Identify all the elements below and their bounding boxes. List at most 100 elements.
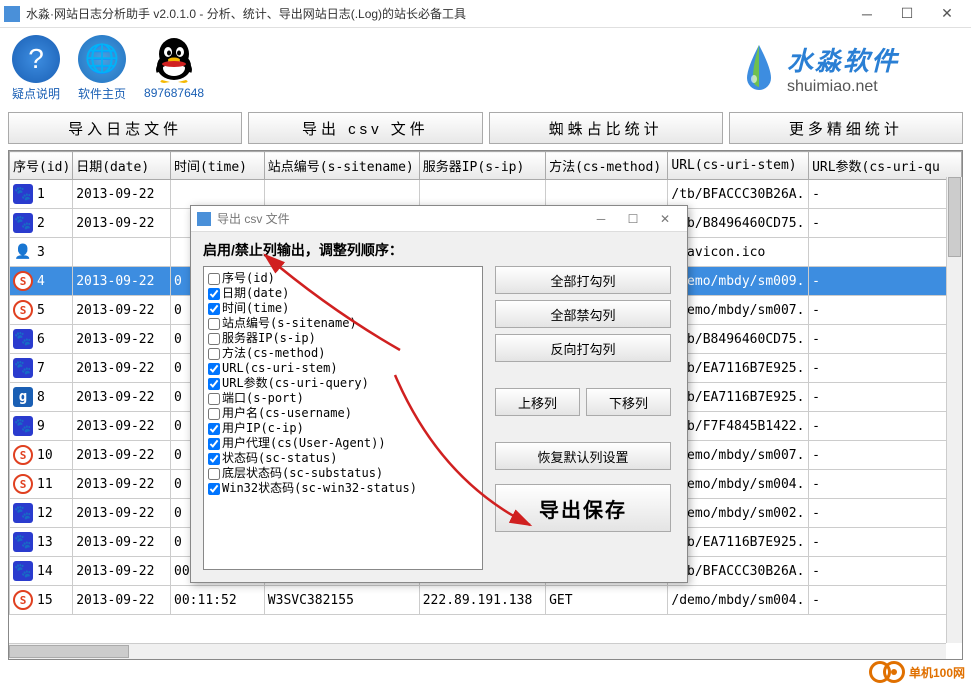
column-checklist[interactable]: 序号(id)日期(date)时间(time)站点编号(s-sitename)服务… [203, 266, 483, 570]
vertical-scrollbar[interactable] [946, 177, 962, 643]
checklist-item[interactable]: 用户IP(c-ip) [208, 421, 478, 436]
sogou-icon [13, 474, 33, 494]
dialog-close-button[interactable]: ✕ [649, 208, 681, 230]
checklist-item[interactable]: 方法(cs-method) [208, 346, 478, 361]
checklist-item[interactable]: 服务器IP(s-ip) [208, 331, 478, 346]
vscroll-thumb[interactable] [948, 177, 961, 257]
invert-check-button[interactable]: 反向打勾列 [495, 334, 671, 362]
row-id: 3 [37, 245, 45, 260]
column-checkbox[interactable] [208, 423, 220, 435]
export-save-button[interactable]: 导出保存 [495, 484, 671, 532]
checklist-item[interactable]: 日期(date) [208, 286, 478, 301]
column-label: 端口(s-port) [222, 391, 304, 406]
column-checkbox[interactable] [208, 273, 220, 285]
col-id[interactable]: 序号(id) [10, 152, 73, 180]
row-date: 2013-09-22 [73, 180, 171, 209]
close-button[interactable]: ✕ [927, 1, 967, 27]
dialog-heading: 启用/禁止列输出，调整列顺序： [203, 240, 675, 260]
row-date: 2013-09-22 [73, 209, 171, 238]
row-url: /demo/mbdy/sm004. [668, 586, 809, 615]
column-checkbox[interactable] [208, 378, 220, 390]
baidu-icon [13, 532, 33, 552]
dialog-maximize-button[interactable]: ☐ [617, 208, 649, 230]
row-query: - [809, 296, 962, 325]
checklist-item[interactable]: 用户名(cs-username) [208, 406, 478, 421]
detail-stats-button[interactable]: 更多精细统计 [729, 112, 963, 144]
checklist-item[interactable]: 端口(s-port) [208, 391, 478, 406]
table-row[interactable]: 152013-09-2200:11:52W3SVC382155222.89.19… [10, 586, 962, 615]
column-checkbox[interactable] [208, 318, 220, 330]
col-time[interactable]: 时间(time) [171, 152, 265, 180]
row-id: 5 [37, 303, 45, 318]
watermark-icon [869, 661, 905, 683]
sogou-icon [13, 300, 33, 320]
horizontal-scrollbar[interactable] [9, 643, 946, 659]
home-button[interactable]: 🌐 软件主页 [78, 35, 126, 102]
checklist-item[interactable]: URL参数(cs-uri-query) [208, 376, 478, 391]
row-query: - [809, 499, 962, 528]
row-url: /demo/mbdy/sm009. [668, 267, 809, 296]
row-query: - [809, 209, 962, 238]
checklist-item[interactable]: 状态码(sc-status) [208, 451, 478, 466]
check-all-button[interactable]: 全部打勾列 [495, 266, 671, 294]
move-up-button[interactable]: 上移列 [495, 388, 580, 416]
column-checkbox[interactable] [208, 438, 220, 450]
uncheck-all-button[interactable]: 全部禁勾列 [495, 300, 671, 328]
col-sip[interactable]: 服务器IP(s-ip) [419, 152, 545, 180]
sogou-icon [13, 271, 33, 291]
row-query: - [809, 354, 962, 383]
column-checkbox[interactable] [208, 468, 220, 480]
baidu-icon [13, 184, 33, 204]
watermark: 单机100网 [869, 661, 965, 683]
column-checkbox[interactable] [208, 288, 220, 300]
help-button[interactable]: ? 疑点说明 [12, 35, 60, 102]
main-buttons: 导入日志文件 导出 csv 文件 蜘蛛占比统计 更多精细统计 [0, 108, 971, 148]
column-label: 站点编号(s-sitename) [222, 316, 357, 331]
checklist-item[interactable]: 站点编号(s-sitename) [208, 316, 478, 331]
import-log-button[interactable]: 导入日志文件 [8, 112, 242, 144]
help-icon: ? [12, 35, 60, 83]
qq-button[interactable]: 897687648 [144, 36, 204, 100]
col-date[interactable]: 日期(date) [73, 152, 171, 180]
spider-stats-button[interactable]: 蜘蛛占比统计 [489, 112, 723, 144]
checklist-item[interactable]: 序号(id) [208, 271, 478, 286]
row-date: 2013-09-22 [73, 499, 171, 528]
column-checkbox[interactable] [208, 483, 220, 495]
column-checkbox[interactable] [208, 393, 220, 405]
col-uriquery[interactable]: URL参数(cs-uri-qu [809, 152, 962, 180]
row-url: /demo/mbdy/sm007. [668, 296, 809, 325]
brand-logo: 水淼软件 shuimiao.net [739, 41, 899, 96]
hscroll-thumb[interactable] [9, 645, 129, 658]
col-method[interactable]: 方法(cs-method) [546, 152, 668, 180]
row-url: /demo/mbdy/sm004. [668, 470, 809, 499]
column-checkbox[interactable] [208, 303, 220, 315]
move-down-button[interactable]: 下移列 [586, 388, 671, 416]
row-id: 1 [37, 187, 45, 202]
row-query: - [809, 383, 962, 412]
checklist-item[interactable]: URL(cs-uri-stem) [208, 361, 478, 376]
column-checkbox[interactable] [208, 453, 220, 465]
checklist-item[interactable]: 底层状态码(sc-substatus) [208, 466, 478, 481]
dialog-minimize-button[interactable]: ─ [585, 208, 617, 230]
row-date: 2013-09-22 [73, 586, 171, 615]
column-checkbox[interactable] [208, 348, 220, 360]
row-url: /tb/BFACCC30B26A. [668, 180, 809, 209]
row-method: GET [546, 586, 668, 615]
restore-default-button[interactable]: 恢复默认列设置 [495, 442, 671, 470]
row-id: 9 [37, 419, 45, 434]
checklist-item[interactable]: Win32状态码(sc-win32-status) [208, 481, 478, 496]
row-site: W3SVC382155 [264, 586, 419, 615]
checklist-item[interactable]: 时间(time) [208, 301, 478, 316]
maximize-button[interactable]: ☐ [887, 1, 927, 27]
column-checkbox[interactable] [208, 333, 220, 345]
minimize-button[interactable]: ─ [847, 1, 887, 27]
col-uristem[interactable]: URL(cs-uri-stem) [668, 152, 809, 180]
row-query: - [809, 441, 962, 470]
column-checkbox[interactable] [208, 363, 220, 375]
row-id: 15 [37, 593, 53, 608]
checklist-item[interactable]: 用户代理(cs(User-Agent)) [208, 436, 478, 451]
baidu-icon [13, 358, 33, 378]
column-checkbox[interactable] [208, 408, 220, 420]
export-csv-button[interactable]: 导出 csv 文件 [248, 112, 482, 144]
col-sitename[interactable]: 站点编号(s-sitename) [264, 152, 419, 180]
